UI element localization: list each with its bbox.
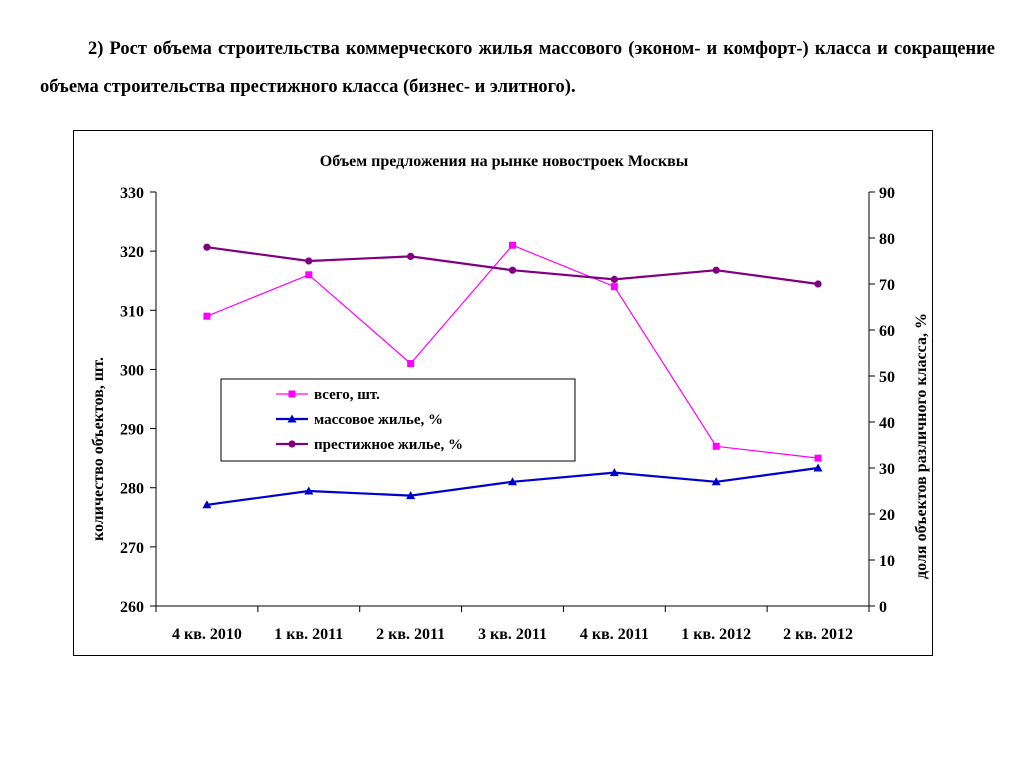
y-left-tick-label: 330 bbox=[120, 185, 144, 202]
legend-label: массовое жилье, % bbox=[314, 412, 443, 428]
intro-paragraph: 2) Рост объема строительства коммерческо… bbox=[40, 39, 995, 97]
x-tick-label: 3 кв. 2011 bbox=[478, 626, 547, 643]
x-tick-label: 4 кв. 2010 bbox=[172, 626, 242, 643]
y-right-tick-label: 30 bbox=[879, 461, 895, 478]
y-left-tick-label: 310 bbox=[120, 303, 144, 320]
y-right-tick-label: 60 bbox=[879, 323, 895, 340]
x-tick-label: 2 кв. 2012 bbox=[783, 626, 853, 643]
data-point bbox=[406, 491, 416, 500]
y-right-tick-label: 70 bbox=[879, 277, 895, 294]
y-right-tick-label: 50 bbox=[879, 369, 895, 386]
data-point bbox=[203, 312, 211, 320]
y-left-tick-label: 290 bbox=[120, 422, 144, 439]
y-left-tick-label: 300 bbox=[120, 362, 144, 379]
legend-label: престижное жилье, % bbox=[314, 437, 463, 453]
series-line bbox=[206, 466, 819, 506]
chart-frame: Объем предложения на рынке новостроек Мо… bbox=[73, 130, 933, 656]
y-left-tick-label: 320 bbox=[120, 244, 144, 261]
data-point bbox=[304, 486, 314, 495]
data-point bbox=[203, 243, 211, 251]
y-left-tick-label: 260 bbox=[120, 599, 144, 616]
legend-label: всего, шт. bbox=[314, 387, 380, 403]
data-point bbox=[610, 283, 618, 291]
data-point bbox=[813, 463, 823, 472]
y-left-tick-label: 270 bbox=[120, 540, 144, 557]
data-point bbox=[610, 275, 618, 283]
data-point bbox=[509, 241, 516, 249]
data-point bbox=[287, 414, 297, 423]
data-point bbox=[814, 454, 822, 462]
y-right-tick-label: 0 bbox=[879, 599, 887, 616]
data-point bbox=[712, 442, 720, 450]
y-right-tick-label: 40 bbox=[879, 415, 895, 432]
y-right-tick-label: 80 bbox=[879, 231, 895, 248]
y-right-tick-label: 10 bbox=[879, 553, 895, 570]
line-chart: Объем предложения на рынке новостроек Мо… bbox=[90, 153, 930, 643]
x-tick-label: 1 кв. 2011 bbox=[274, 626, 343, 643]
data-point bbox=[288, 440, 296, 448]
data-point bbox=[508, 477, 517, 486]
chart-title: Объем предложения на рынке новостроек Мо… bbox=[320, 153, 689, 170]
data-point bbox=[508, 266, 517, 274]
data-point bbox=[609, 468, 619, 477]
x-tick-label: 1 кв. 2012 bbox=[681, 626, 751, 643]
y-right-tick-label: 90 bbox=[879, 185, 895, 202]
data-point bbox=[407, 360, 415, 368]
data-point bbox=[305, 257, 313, 265]
data-point bbox=[288, 390, 296, 398]
y-right-tick-label: 20 bbox=[879, 507, 895, 524]
data-point bbox=[305, 271, 313, 279]
x-tick-label: 4 кв. 2011 bbox=[580, 626, 649, 643]
data-point bbox=[407, 252, 415, 260]
x-tick-label: 2 кв. 2011 bbox=[376, 626, 445, 643]
data-point bbox=[202, 500, 212, 509]
y-left-tick-label: 280 bbox=[120, 481, 144, 498]
data-point bbox=[814, 280, 822, 288]
y-axis-right-label: доля объектов различного класса, % bbox=[913, 313, 930, 579]
data-point bbox=[712, 266, 720, 274]
data-point bbox=[711, 477, 721, 486]
y-axis-left-label: количество объектов, шт. bbox=[90, 357, 107, 541]
